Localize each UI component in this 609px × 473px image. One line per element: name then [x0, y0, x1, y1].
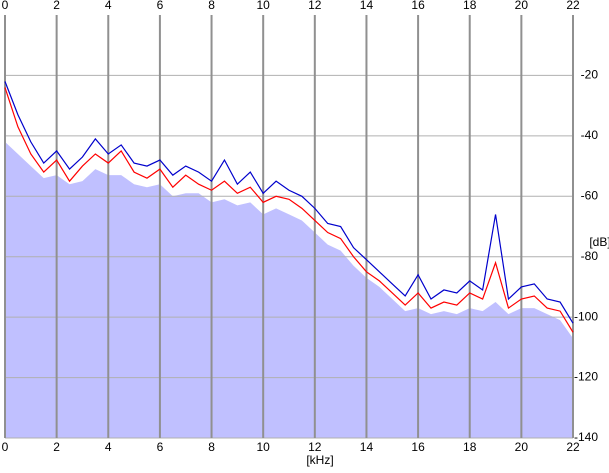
x-tick-label: 2	[53, 440, 60, 454]
x-tick-label: 16	[411, 440, 425, 454]
y-tick-label: -40	[581, 128, 599, 142]
x-axis-label: [kHz]	[306, 453, 333, 467]
y-tick-label: -20	[581, 68, 599, 82]
y-tick-label: -100	[574, 309, 598, 323]
x-tick-label: 4	[105, 440, 112, 454]
x-tick-label-top: 2	[53, 0, 60, 12]
y-tick-label: -80	[581, 249, 599, 263]
x-tick-label-top: 22	[566, 0, 580, 12]
x-tick-label: 22	[566, 440, 580, 454]
x-tick-label-top: 6	[157, 0, 164, 12]
x-tick-label: 18	[463, 440, 477, 454]
spectrum-fill	[5, 141, 573, 438]
y-tick-label: -120	[574, 370, 598, 384]
x-tick-label-top: 8	[208, 0, 215, 12]
x-tick-label-top: 4	[105, 0, 112, 12]
y-tick-label: -140	[574, 430, 598, 444]
x-tick-label: 10	[257, 440, 271, 454]
x-tick-label: 0	[2, 440, 9, 454]
y-tick-label: -60	[581, 188, 599, 202]
y-axis-label: [dB]	[589, 235, 609, 249]
x-tick-label: 12	[308, 440, 322, 454]
x-tick-label: 8	[208, 440, 215, 454]
x-tick-label-top: 14	[360, 0, 374, 12]
x-tick-label-top: 0	[2, 0, 9, 12]
x-tick-label-top: 10	[257, 0, 271, 12]
spectrum-line	[4, 87, 574, 333]
x-tick-label-top: 16	[411, 0, 425, 12]
x-tick-label-top: 20	[515, 0, 529, 12]
x-tick-label: 20	[515, 440, 529, 454]
x-tick-label-top: 18	[463, 0, 477, 12]
x-tick-label: 14	[360, 440, 374, 454]
x-tick-label-top: 12	[308, 0, 322, 12]
spectrum-line	[4, 81, 574, 324]
x-tick-label: 6	[157, 440, 164, 454]
